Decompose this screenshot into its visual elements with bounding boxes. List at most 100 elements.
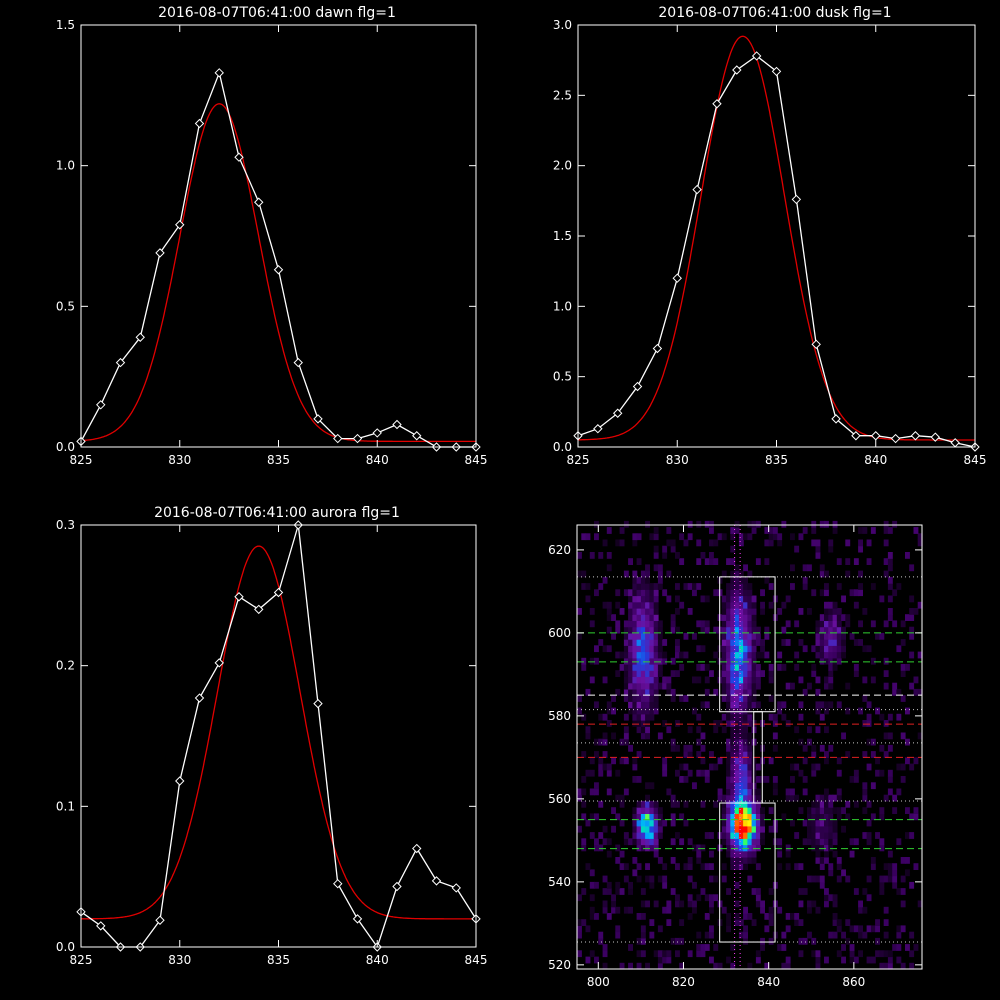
heatmap-cell [755,676,761,684]
heatmap-cell [828,670,834,677]
heatmap-cell [785,863,791,870]
heatmap-cell [828,869,834,877]
heatmap-cell [832,900,838,908]
heatmap-cell [606,763,612,771]
heatmap-cell [696,520,702,528]
heatmap-cell [900,763,906,771]
heatmap-cell [768,888,774,895]
heatmap-cell [747,757,753,765]
data-point-marker [194,118,205,129]
heatmap-cell [743,682,748,690]
heatmap-cell [636,533,642,541]
heatmap-cell [675,832,680,839]
heatmap-cell [730,645,736,653]
heatmap-cell [657,813,663,821]
heatmap-cell [815,639,821,646]
heatmap-cell [738,819,744,827]
heatmap-cell [730,800,736,808]
heatmap-cell [824,832,829,839]
heatmap-cell [819,819,825,827]
heatmap-cell [687,608,693,615]
heatmap-cell [734,769,740,777]
heatmap-cell [815,688,821,696]
heatmap-cell [815,850,821,858]
heatmap-cell [887,769,893,777]
heatmap-cell [738,713,744,721]
heatmap-cell [649,695,655,702]
heatmap-cell [913,676,919,684]
heatmap-cell [640,676,646,684]
heatmap-cell [598,713,604,721]
heatmap-cell [798,701,804,709]
heatmap-cell [683,763,689,771]
y-tick-label: 2.5 [553,88,572,102]
data-point-marker [352,433,363,444]
heatmap-cell [636,676,642,684]
heatmap-cell [883,794,889,802]
heatmap-cell [730,558,736,565]
heatmap-cell [615,670,621,677]
heatmap-cell [696,583,702,590]
heatmap-cell [896,688,902,696]
heatmap-cell [730,632,736,640]
heatmap-cell [760,900,765,908]
heatmap-cell [615,844,621,852]
heatmap-cell [730,713,736,721]
heatmap-cell [640,950,646,958]
heatmap-cell [798,713,804,721]
x-tick-label: 830 [168,953,191,967]
heatmap-cell [611,807,616,814]
heatmap-cell [764,576,770,584]
heatmap-cell [632,651,638,659]
heatmap-cell [687,520,693,528]
heatmap-cell [738,632,744,640]
heatmap-cell [657,626,663,634]
heatmap-cell [636,589,642,597]
heatmap-cell [700,888,706,895]
heatmap-cell [726,608,731,615]
heatmap-cell [594,645,599,653]
heatmap-cell [870,813,876,821]
heatmap-cell [640,844,646,852]
heatmap-cell [764,527,770,534]
heatmap-cell [730,639,736,646]
heatmap-cell [632,589,638,597]
heatmap-cell [645,794,650,802]
data-point-marker [333,878,343,889]
heatmap-cell [653,589,659,597]
dusk-spectrum-panel: 2016-08-07T06:41:00 dusk flg=1 825 830 835… [553,5,987,467]
heatmap-cell [726,639,731,646]
heatmap-cell [743,937,748,945]
heatmap-cell [824,819,829,827]
heatmap-cell [632,639,638,646]
heatmap-cell [828,813,834,821]
heatmap-cell [730,825,736,833]
heatmap-cell [645,713,650,721]
heatmap-cell [755,682,761,690]
heatmap-cell [845,558,851,565]
heatmap-cell [755,832,761,839]
heatmap-cell [734,608,740,615]
heatmap-cell [640,576,646,584]
heatmap-cell [815,825,821,833]
heatmap-cell [802,776,808,783]
heatmap-cell [819,807,825,814]
heatmap-cell [628,632,633,640]
heatmap-cell [726,757,731,765]
heatmap-cell [636,558,642,565]
data-point-marker [115,357,126,368]
heatmap-cell [785,850,791,858]
heatmap-cell [870,583,876,590]
heatmap-cell [683,744,689,752]
heatmap-cell [632,632,638,640]
heatmap-cell [734,813,740,821]
heatmap-cell [807,875,812,883]
heatmap-cell [734,576,740,584]
heatmap-cell [743,763,748,771]
heatmap-cell [909,931,915,939]
heatmap-cell [790,682,795,690]
heatmap-cell [687,900,693,908]
heatmap-cell [653,545,659,553]
heatmap-cell [815,552,821,559]
heatmap-cell [836,794,842,802]
